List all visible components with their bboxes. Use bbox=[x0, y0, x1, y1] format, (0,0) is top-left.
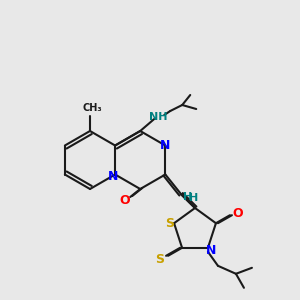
Text: S: S bbox=[156, 253, 165, 266]
Text: S: S bbox=[166, 217, 175, 230]
Text: O: O bbox=[232, 207, 243, 220]
Text: NH: NH bbox=[149, 112, 167, 122]
Text: CH₃: CH₃ bbox=[82, 103, 102, 113]
Text: N: N bbox=[108, 170, 118, 183]
Text: H: H bbox=[188, 193, 198, 203]
Text: O: O bbox=[119, 194, 130, 206]
Text: N: N bbox=[160, 139, 170, 152]
Text: N: N bbox=[206, 244, 216, 257]
Text: H: H bbox=[183, 191, 192, 202]
